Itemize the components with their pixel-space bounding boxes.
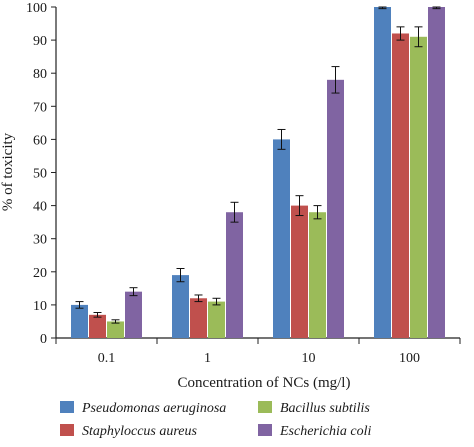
y-axis-ticks: 0 10 20 30 40 50 60 70 80 90 100 [26,1,56,347]
legend-label: Pseudomonas aeruginosa [81,401,226,416]
bar [71,304,88,338]
legend-label: Staphyloccus aureus [82,424,198,439]
x-tick-label: 10 [302,351,316,366]
legend-swatch [258,424,272,436]
bar [374,7,391,338]
x-axis-ticks: 0.1 1 10 100 [55,338,461,366]
bar [410,36,427,338]
bar [291,205,308,338]
bar [273,139,290,338]
bar [208,301,225,338]
bar [226,212,243,338]
y-tick-label: 0 [40,332,47,347]
y-tick-label: 80 [33,67,47,82]
bar [89,314,106,338]
x-tick-label: 100 [399,351,420,366]
y-tick-label: 30 [33,233,47,248]
y-tick-label: 60 [33,133,47,148]
x-tick-label: 1 [204,351,211,366]
y-tick-label: 40 [33,200,47,215]
bar [190,298,207,338]
x-axis-label: Concentration of NCs (mg/l) [178,375,351,391]
y-axis-label: % of toxicity [0,132,16,211]
y-tick-label: 50 [33,167,47,182]
bar [327,79,344,338]
bar [428,7,445,338]
legend-swatch [60,424,74,436]
bar [392,33,409,338]
y-tick-label: 20 [33,266,47,281]
y-tick-label: 70 [33,100,47,115]
bars [71,6,445,338]
legend-label: Escherichia coli [279,424,371,439]
legend-swatch [60,401,74,413]
bar [107,321,124,338]
bar [309,212,326,338]
bar [125,291,142,338]
y-tick-label: 100 [26,1,47,16]
legend-swatch [258,401,272,413]
legend-label: Bacillus subtilis [280,401,370,416]
legend: Pseudomonas aeruginosa Bacillus subtilis S… [60,401,371,439]
bar [172,275,189,338]
y-tick-label: 90 [33,34,47,49]
x-tick-label: 0.1 [98,351,116,366]
y-tick-label: 10 [33,299,47,314]
